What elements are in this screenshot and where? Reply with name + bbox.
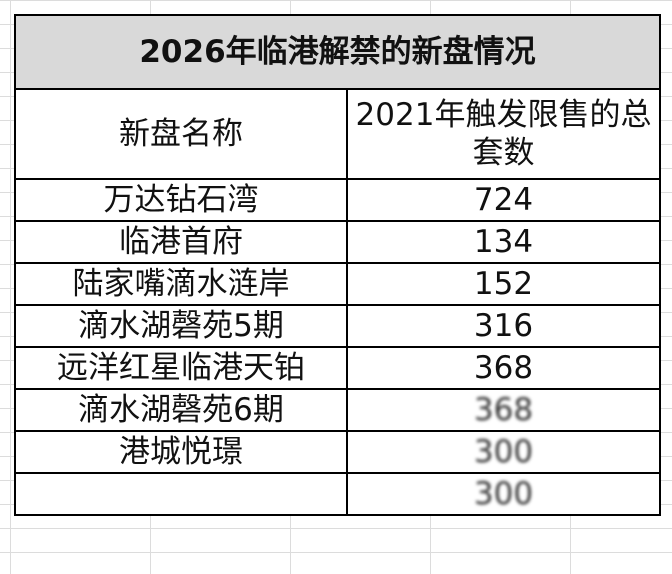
project-name-cell[interactable]: 临港首府 xyxy=(14,220,348,264)
header-project-name[interactable]: 新盘名称 xyxy=(14,88,348,180)
count-value: 368 xyxy=(473,392,534,428)
table-row: 滴水湖磬苑5期 316 xyxy=(14,304,661,348)
count-cell[interactable]: 368 xyxy=(346,388,661,432)
project-name-cell[interactable]: 远洋红星临港天铂 xyxy=(14,346,348,390)
table-row: 300 xyxy=(14,472,661,516)
count-cell[interactable]: 724 xyxy=(346,178,661,222)
project-name-cell[interactable]: 滴水湖磬苑5期 xyxy=(14,304,348,348)
count-cell[interactable]: 300 xyxy=(346,430,661,474)
table-row: 临港首府 134 xyxy=(14,220,661,264)
header-restricted-count[interactable]: 2021年触发限售的总套数 xyxy=(346,88,661,180)
project-name-cell[interactable]: 滴水湖磬苑6期 xyxy=(14,388,348,432)
count-value: 300 xyxy=(473,434,534,470)
table-row: 港城悦璟 300 xyxy=(14,430,661,474)
count-cell[interactable]: 152 xyxy=(346,262,661,306)
table-row: 远洋红星临港天铂 368 xyxy=(14,346,661,390)
count-cell[interactable]: 300 xyxy=(346,472,661,516)
count-value: 300 xyxy=(473,476,534,512)
project-name-cell[interactable]: 万达钻石湾 xyxy=(14,178,348,222)
project-name-cell[interactable]: 陆家嘴滴水涟岸 xyxy=(14,262,348,306)
count-cell[interactable]: 134 xyxy=(346,220,661,264)
table-title[interactable]: 2026年临港解禁的新盘情况 xyxy=(14,14,661,90)
count-cell[interactable]: 368 xyxy=(346,346,661,390)
count-cell[interactable]: 316 xyxy=(346,304,661,348)
table-row: 陆家嘴滴水涟岸 152 xyxy=(14,262,661,306)
project-name-cell[interactable]: 港城悦璟 xyxy=(14,430,348,474)
table-row: 滴水湖磬苑6期 368 xyxy=(14,388,661,432)
table-row: 万达钻石湾 724 xyxy=(14,178,661,222)
new-projects-table: 2026年临港解禁的新盘情况 新盘名称 2021年触发限售的总套数 万达钻石湾 … xyxy=(14,14,661,516)
project-name-cell[interactable] xyxy=(14,472,348,516)
